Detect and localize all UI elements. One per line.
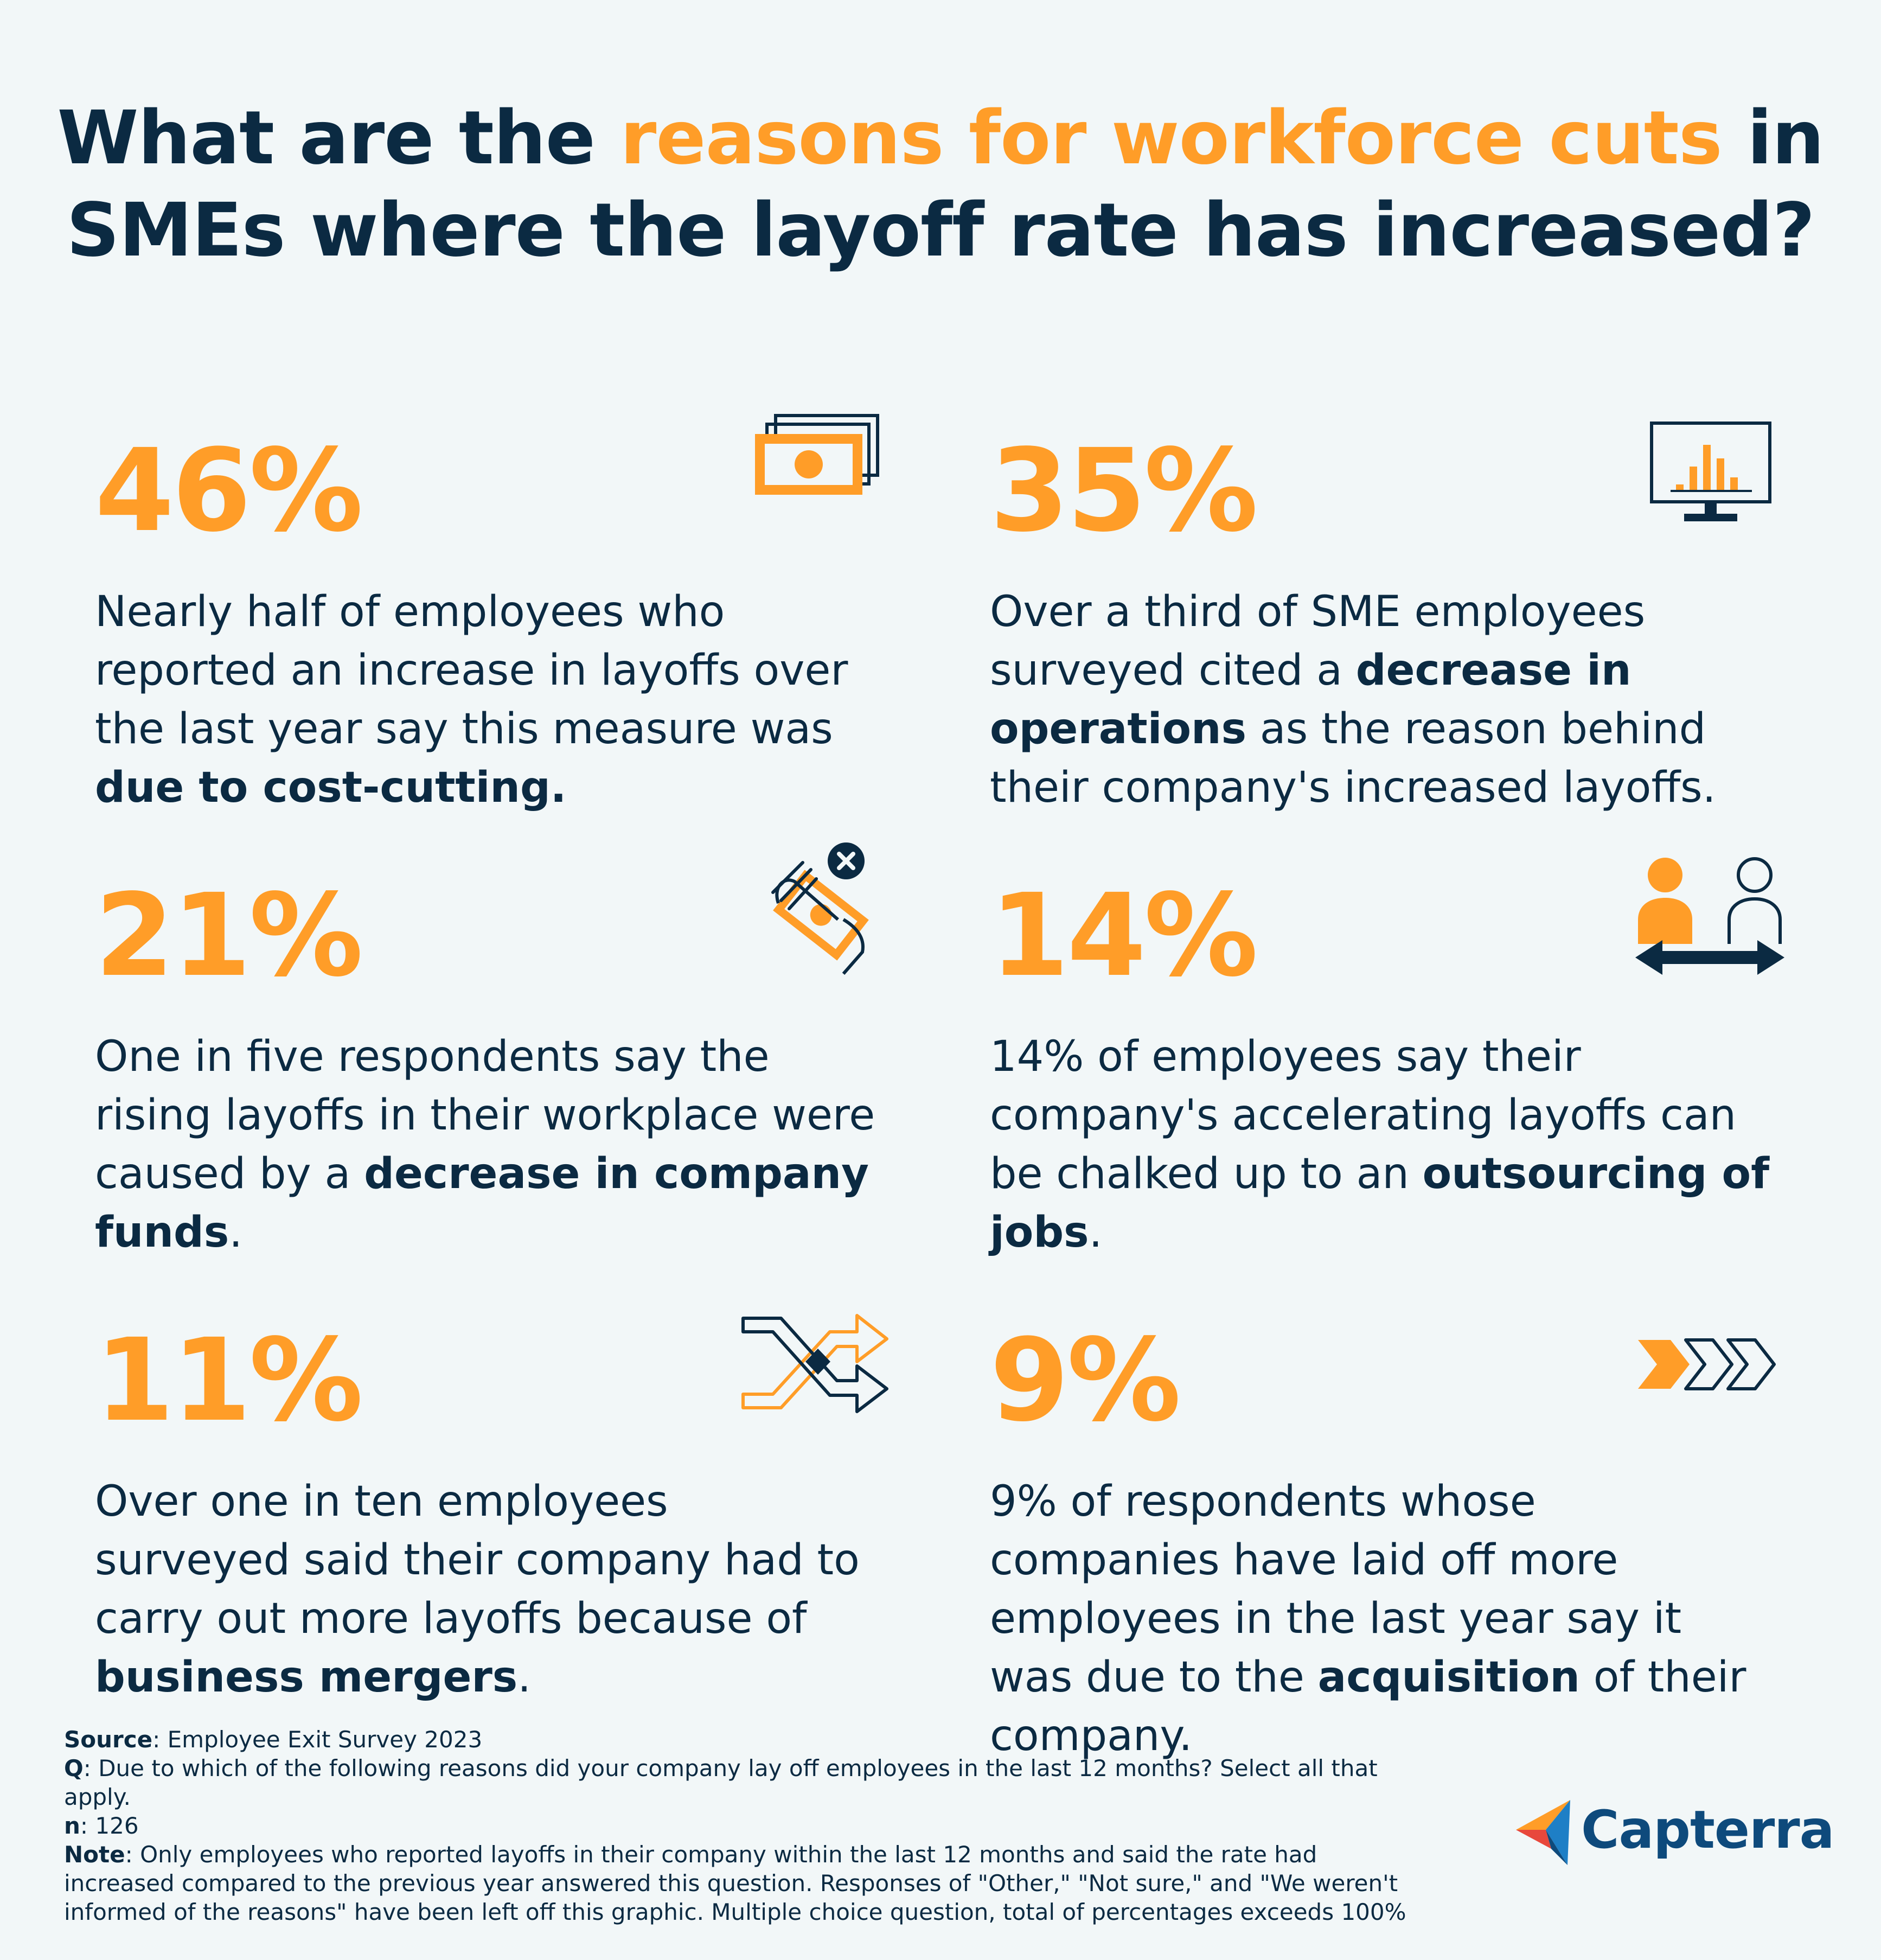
stat-value: 9% — [990, 1314, 1181, 1447]
stat-value: 11% — [95, 1314, 363, 1447]
stat-card-acquisition: 9% 9% of respondents whose companies hav… — [990, 1324, 1771, 1765]
merge-arrows-icon — [741, 1314, 888, 1413]
source-note: Source: Employee Exit Survey 2023 — [64, 1726, 483, 1753]
stat-card-outsourcing: 14% 14% of employees say their company's… — [990, 879, 1771, 1262]
stat-description: Nearly half of employees who reported an… — [95, 588, 848, 812]
stat-description: Over a third of SME employees surveyed c… — [990, 588, 1716, 812]
title-line-1: What are the reasons for workforce cuts … — [57, 95, 1824, 181]
stat-value: 35% — [990, 424, 1258, 557]
people-exchange-icon — [1635, 857, 1784, 975]
stat-value: 14% — [990, 869, 1258, 1002]
question-note: Q: Due to which of the following reasons… — [64, 1755, 1378, 1810]
title-highlight: reasons for workforce cuts — [620, 95, 1722, 181]
capterra-logo: Capterra — [1513, 1793, 1834, 1869]
stat-description: Over one in ten employees surveyed said … — [95, 1477, 860, 1702]
methodology-note: Note: Only employees who reported layoff… — [64, 1841, 1406, 1925]
stat-value: 46% — [95, 424, 363, 557]
stat-card-mergers: 11% Over one in ten employees surveyed s… — [95, 1324, 876, 1707]
stat-description: 14% of employees say their company's acc… — [990, 1032, 1770, 1257]
stat-description: One in five respondents say the rising l… — [95, 1032, 875, 1257]
title-line-2: SMEs where the layoff rate has increased… — [66, 188, 1815, 273]
monitor-chart-icon — [1650, 422, 1771, 521]
stat-value: 21% — [95, 869, 363, 1002]
stat-card-cost-cutting: 46% Nearly half of employees who reporte… — [95, 434, 876, 817]
stat-description: 9% of respondents whose companies have l… — [990, 1477, 1746, 1760]
hand-money-cancel-icon — [771, 842, 869, 975]
capterra-logo-icon — [1516, 1800, 1570, 1865]
stat-card-operations: 35% Over a third of SME employees survey… — [990, 434, 1771, 817]
sample-size-note: n: 126 — [64, 1812, 139, 1839]
money-stack-icon — [755, 414, 879, 495]
footnotes: Source: Employee Exit Survey 2023 Q: Due… — [64, 1725, 1431, 1926]
capterra-logo-text: Capterra — [1581, 1799, 1834, 1860]
page-title: What are the reasons for workforce cuts … — [0, 92, 1881, 277]
stat-card-funds: 21% One in five respondents say the risi… — [95, 879, 876, 1262]
chevrons-icon — [1638, 1338, 1776, 1390]
